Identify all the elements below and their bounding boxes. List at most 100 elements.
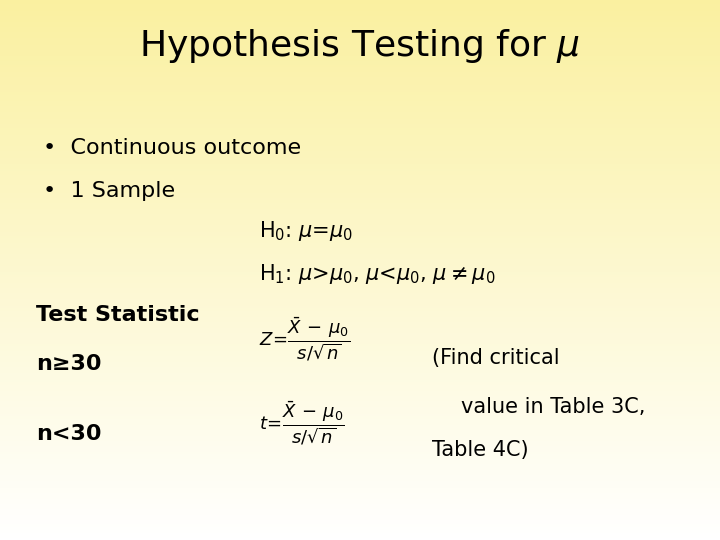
Text: value in Table 3C,: value in Table 3C, <box>461 397 645 417</box>
Bar <box>0 463 720 464</box>
Bar <box>0 407 720 409</box>
Bar <box>0 455 720 457</box>
Bar <box>0 61 720 63</box>
Bar <box>0 261 720 263</box>
Text: H$_0$: $\mu$=$\mu_0$: H$_0$: $\mu$=$\mu_0$ <box>259 219 353 242</box>
Bar <box>0 228 720 231</box>
Bar <box>0 167 720 169</box>
Bar <box>0 393 720 394</box>
Bar <box>0 295 720 297</box>
Bar <box>0 533 720 535</box>
Bar <box>0 178 720 180</box>
Bar <box>0 528 720 529</box>
Bar <box>0 146 720 147</box>
Bar <box>0 366 720 367</box>
Bar <box>0 173 720 174</box>
Bar <box>0 383 720 385</box>
Bar <box>0 198 720 200</box>
Bar <box>0 189 720 191</box>
Bar <box>0 410 720 412</box>
Bar <box>0 382 720 383</box>
Bar <box>0 194 720 196</box>
Bar <box>0 106 720 108</box>
Bar <box>0 362 720 363</box>
Bar <box>0 450 720 452</box>
Bar <box>0 434 720 436</box>
Bar <box>0 490 720 491</box>
Bar <box>0 151 720 153</box>
Bar <box>0 342 720 344</box>
Bar <box>0 196 720 198</box>
Bar <box>0 110 720 112</box>
Bar <box>0 187 720 189</box>
Bar <box>0 374 720 376</box>
Bar <box>0 113 720 115</box>
Bar <box>0 416 720 417</box>
Text: Test Statistic: Test Statistic <box>36 305 199 325</box>
Bar <box>0 212 720 214</box>
Bar <box>0 83 720 85</box>
Text: $Z\!=\!\dfrac{\bar{X}\,-\,\mu_0}{s/\sqrt{n}}$: $Z\!=\!\dfrac{\bar{X}\,-\,\mu_0}{s/\sqrt… <box>259 316 351 363</box>
Bar <box>0 331 720 333</box>
Bar <box>0 497 720 498</box>
Bar <box>0 252 720 254</box>
Bar <box>0 414 720 416</box>
Bar <box>0 479 720 481</box>
Bar <box>0 373 720 374</box>
Bar <box>0 324 720 326</box>
Bar <box>0 511 720 513</box>
Bar <box>0 86 720 88</box>
Bar <box>0 42 720 43</box>
Bar <box>0 498 720 501</box>
Bar <box>0 520 720 522</box>
Bar <box>0 309 720 312</box>
Bar <box>0 400 720 401</box>
Bar <box>0 124 720 126</box>
Bar <box>0 174 720 177</box>
Bar <box>0 220 720 221</box>
Bar <box>0 169 720 171</box>
Bar <box>0 468 720 470</box>
Bar <box>0 369 720 371</box>
Bar <box>0 394 720 396</box>
Bar <box>0 466 720 468</box>
Bar <box>0 29 720 31</box>
Bar <box>0 495 720 497</box>
Bar <box>0 9 720 11</box>
Bar <box>0 452 720 454</box>
Bar <box>0 319 720 320</box>
Bar <box>0 351 720 353</box>
Bar <box>0 529 720 531</box>
Bar <box>0 153 720 155</box>
Bar <box>0 182 720 184</box>
Bar <box>0 34 720 36</box>
Bar <box>0 32 720 34</box>
Bar <box>0 417 720 420</box>
Bar <box>0 201 720 204</box>
Bar <box>0 398 720 400</box>
Text: (Find critical: (Find critical <box>432 348 559 368</box>
Bar <box>0 247 720 248</box>
Bar <box>0 88 720 90</box>
Bar <box>0 427 720 428</box>
Bar <box>0 180 720 182</box>
Bar <box>0 360 720 362</box>
Bar <box>0 5 720 7</box>
Bar <box>0 484 720 486</box>
Bar <box>0 329 720 331</box>
Bar <box>0 515 720 517</box>
Bar <box>0 396 720 398</box>
Bar <box>0 139 720 140</box>
Bar <box>0 2 720 4</box>
Bar <box>0 52 720 54</box>
Bar <box>0 286 720 288</box>
Bar <box>0 27 720 29</box>
Text: $t\!=\!\dfrac{\bar{X}\,-\,\mu_0}{s/\sqrt{n}}$: $t\!=\!\dfrac{\bar{X}\,-\,\mu_0}{s/\sqrt… <box>259 400 345 447</box>
Bar <box>0 204 720 205</box>
Bar <box>0 464 720 466</box>
Bar <box>0 4 720 5</box>
Bar <box>0 265 720 266</box>
Bar <box>0 200 720 201</box>
Text: •  1 Sample: • 1 Sample <box>43 181 176 201</box>
Bar <box>0 538 720 540</box>
